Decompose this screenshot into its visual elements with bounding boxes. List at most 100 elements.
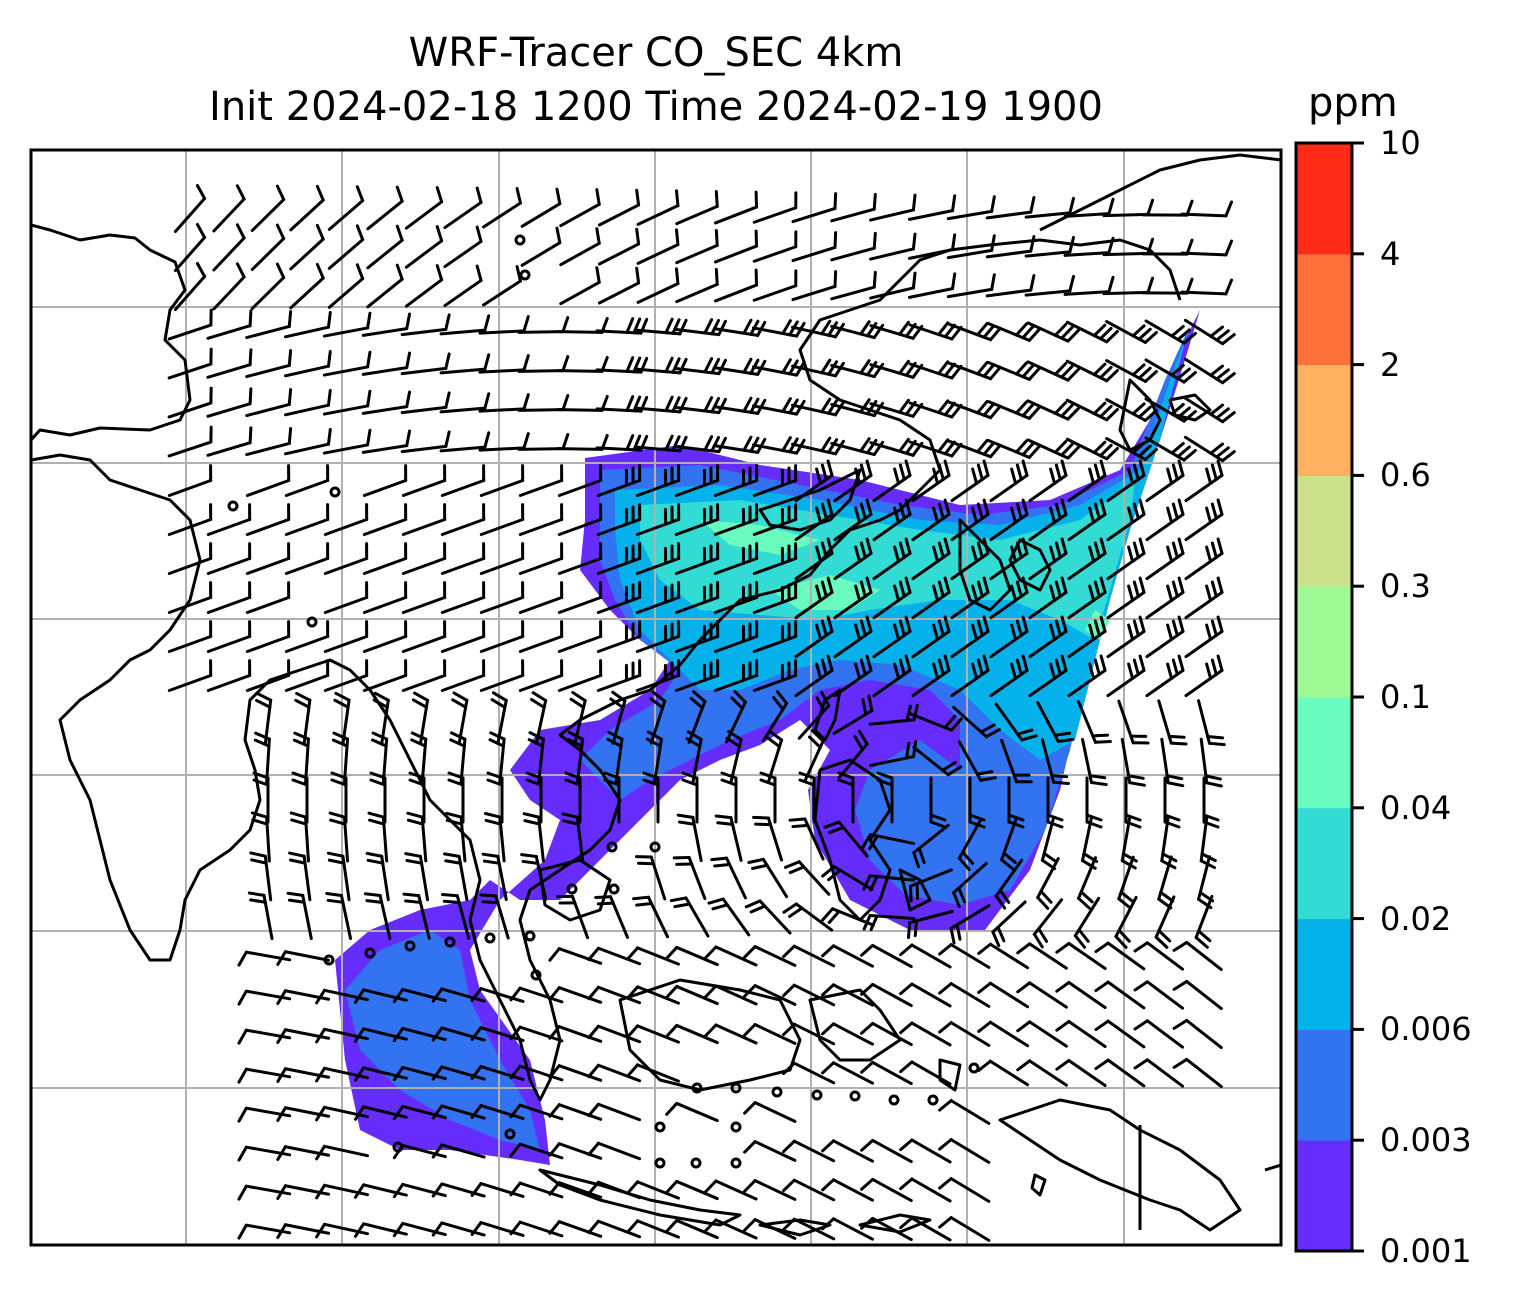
wind-barb — [479, 893, 510, 940]
wind-barb — [1055, 942, 1107, 970]
wind-barb — [527, 731, 545, 785]
wind-barb — [833, 576, 873, 620]
wind-barb — [743, 1218, 797, 1240]
wind-barb — [681, 771, 699, 824]
wind-barb — [626, 1219, 680, 1239]
wind-barb — [1065, 320, 1119, 344]
wind-barb — [587, 1141, 642, 1161]
wind-barb — [950, 615, 990, 659]
wind-barb — [250, 184, 286, 232]
wind-barb — [361, 429, 412, 454]
wind-barb — [1145, 615, 1185, 659]
wind-barb — [1144, 436, 1197, 462]
colorbar-tick-label: 10 — [1380, 124, 1421, 162]
wind-barb — [782, 1139, 836, 1163]
wind-barb — [713, 581, 759, 615]
wind-barb — [509, 986, 564, 1004]
calm-wind-marker — [524, 930, 536, 942]
wind-barb — [743, 1179, 797, 1201]
wind-barb — [743, 945, 797, 967]
wind-barb — [518, 464, 564, 498]
wind-barb — [1026, 360, 1080, 382]
wind-barb — [832, 694, 874, 735]
wind-barb — [744, 899, 792, 935]
wind-barb — [704, 945, 758, 967]
wind-barb — [482, 187, 522, 229]
wind-barb — [1094, 1019, 1146, 1049]
wind-barb — [713, 464, 759, 498]
wind-barb — [520, 853, 548, 901]
colorbar-tick-label: 0.003 — [1380, 1121, 1472, 1160]
wind-barb — [1184, 537, 1224, 581]
wind-barb — [392, 1104, 447, 1121]
wind-barb — [361, 312, 412, 337]
wind-barb — [1055, 1059, 1107, 1087]
wind-barb — [946, 195, 996, 221]
wind-barb — [330, 771, 348, 824]
wind-barb — [1133, 980, 1185, 1010]
wind-barb — [289, 262, 325, 310]
wind-barb — [250, 811, 271, 863]
wind-barb — [400, 313, 451, 337]
wind-barb — [284, 503, 330, 537]
wind-barb — [1067, 615, 1107, 659]
wind-barb — [1055, 981, 1107, 1009]
wind-barb — [1055, 1020, 1107, 1048]
wind-barb — [509, 1103, 564, 1121]
wind-barb — [1144, 397, 1197, 423]
wind-barb — [947, 399, 1002, 420]
wind-barb — [327, 224, 365, 270]
wind-barb — [1141, 277, 1194, 295]
calm-wind-marker — [730, 1121, 742, 1133]
wind-barb — [443, 186, 483, 230]
wind-barb — [743, 1101, 797, 1123]
wind-barb — [1026, 399, 1080, 421]
wind-barb — [1106, 654, 1146, 698]
wind-barb — [517, 394, 570, 412]
wind-barb — [713, 268, 759, 303]
wind-barb — [860, 1060, 913, 1086]
wind-barb — [821, 1022, 874, 1046]
wind-barb — [899, 1060, 952, 1086]
wind-barb — [167, 581, 213, 615]
wind-barb — [685, 730, 703, 785]
wind-barb — [947, 360, 1002, 381]
wind-barb — [353, 1066, 408, 1082]
calm-wind-marker — [654, 1121, 666, 1133]
wind-barb — [759, 771, 777, 824]
wind-barb — [245, 464, 291, 498]
wind-barb — [1067, 654, 1107, 698]
wind-barb — [869, 232, 917, 261]
wind-barb — [1081, 737, 1108, 787]
wind-barb — [635, 503, 681, 537]
wind-barb — [821, 1217, 874, 1241]
wind-barb — [1065, 398, 1119, 422]
wind-barb — [479, 581, 525, 615]
wind-barb — [478, 315, 530, 335]
wind-barb — [408, 771, 426, 824]
wind-barb — [1120, 815, 1138, 870]
colorbar-tick-label: 0.001 — [1380, 1232, 1472, 1270]
wind-barb — [284, 388, 332, 417]
wind-barb — [674, 620, 720, 654]
wind-barb — [284, 542, 330, 576]
wind-barb — [587, 1024, 642, 1044]
wind-barb — [1000, 816, 1018, 871]
wind-barb — [447, 771, 465, 824]
wind-barb — [635, 542, 681, 576]
wind-barb — [1024, 235, 1076, 258]
wind-barb — [597, 266, 641, 305]
wind-barb — [869, 271, 917, 300]
wind-barb — [752, 269, 798, 302]
wind-barb — [1133, 1019, 1185, 1049]
wind-barb — [712, 435, 767, 454]
wind-barb — [752, 230, 798, 263]
wind-barb — [635, 659, 681, 693]
colorbar-segment — [1296, 475, 1352, 587]
colorbar-frame — [1294, 141, 1354, 1253]
wind-barb — [1067, 537, 1107, 581]
wind-barb — [634, 317, 688, 336]
wind-barb — [1117, 855, 1135, 910]
wind-barb — [821, 1061, 874, 1085]
wind-barb — [1105, 320, 1158, 344]
